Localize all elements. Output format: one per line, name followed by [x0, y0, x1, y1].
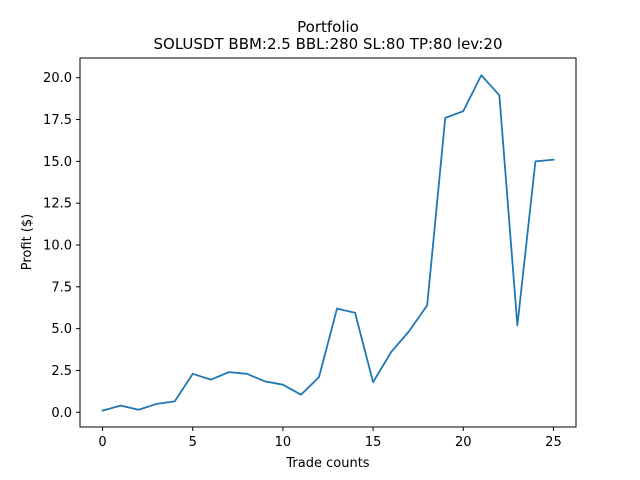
y-axis-label: Profit ($): [20, 214, 35, 270]
y-tick-label: 17.5: [43, 113, 72, 128]
chart-title: Portfolio: [297, 18, 359, 36]
plot-frame: [79, 57, 577, 428]
y-axis-ticks: 0.0 2.5 5.0 7.5 10.0 12.5 15.0 17.5 20.0: [43, 71, 80, 421]
x-tick-label: 0: [98, 435, 106, 450]
y-tick-label: 10.0: [43, 239, 72, 254]
y-tick-label: 0.0: [51, 406, 72, 421]
y-tick-label: 12.5: [43, 197, 72, 212]
x-tick-label: 15: [365, 435, 382, 450]
y-tick-label: 20.0: [43, 71, 72, 86]
x-tick-label: 5: [189, 435, 197, 450]
series-layer: [101, 74, 555, 412]
y-tick-label: 2.5: [51, 364, 72, 379]
x-axis-label: Trade counts: [285, 456, 369, 471]
chart-subtitle: SOLUSDT BBM:2.5 BBL:280 SL:80 TP:80 lev:…: [153, 35, 502, 53]
x-tick-label: 10: [275, 435, 292, 450]
profit-series-line: [101, 74, 555, 412]
y-tick-label: 5.0: [51, 322, 72, 337]
y-tick-label: 7.5: [51, 280, 72, 295]
y-tick-label: 15.0: [43, 155, 72, 170]
x-tick-label: 25: [545, 435, 562, 450]
x-axis-ticks: 0 5 10 15 20 25: [98, 427, 562, 450]
x-tick-label: 20: [455, 435, 472, 450]
